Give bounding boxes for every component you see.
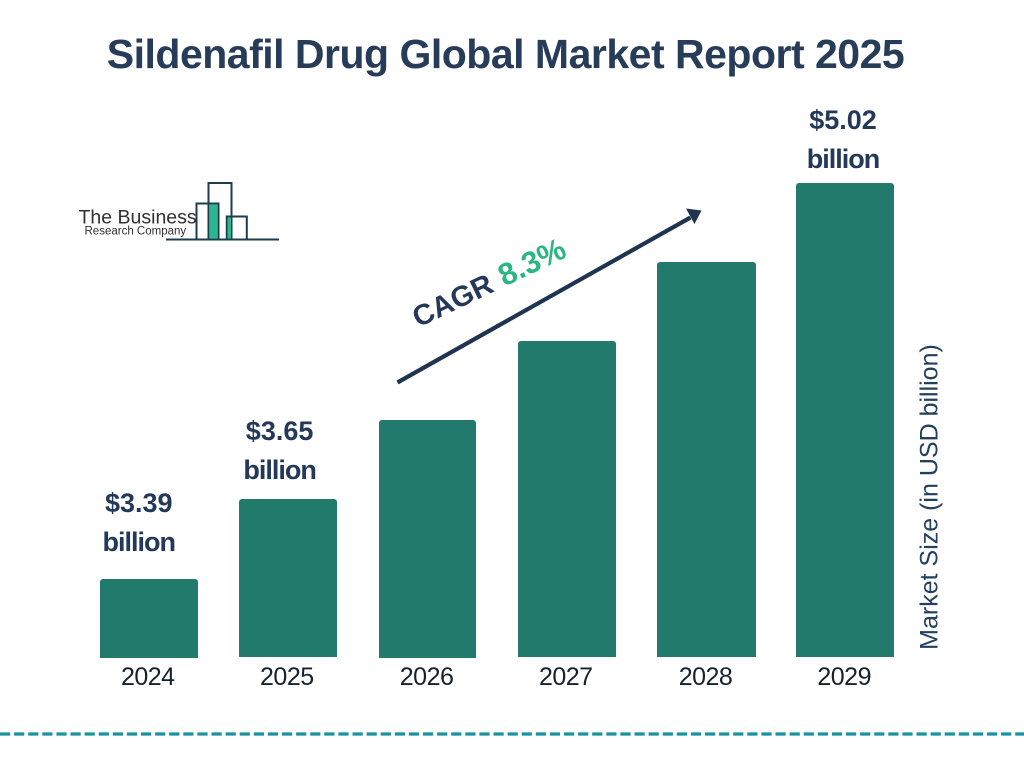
svg-text:Research Company: Research Company: [85, 225, 187, 237]
svg-text:The Business: The Business: [79, 207, 197, 229]
